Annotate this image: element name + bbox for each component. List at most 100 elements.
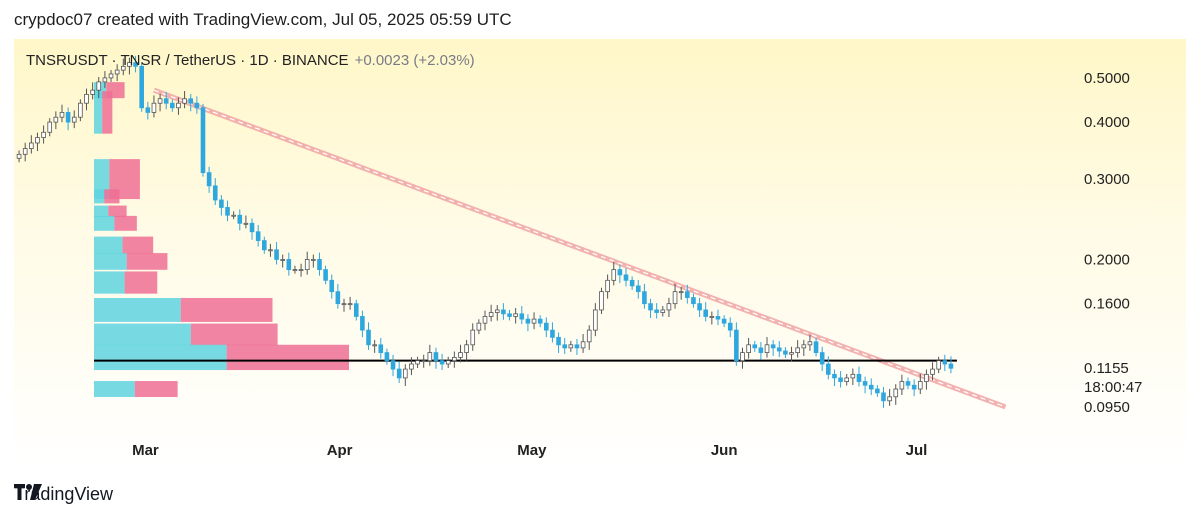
candle-body: [586, 329, 592, 343]
candle-body: [182, 98, 187, 104]
candle-body: [59, 112, 65, 118]
y-tick-label: 0.5000: [1084, 70, 1130, 87]
price-chart[interactable]: Mar Apr May Jun Jul 0.5000 0.4000 0.3000 0.2000 0…: [14, 39, 1186, 470]
volume-profile-down-bar: [108, 205, 127, 218]
x-tick-label: May: [517, 442, 547, 459]
candle-body: [176, 102, 181, 109]
candle-body: [813, 341, 819, 353]
candle-body: [948, 363, 954, 369]
candle-body: [22, 148, 28, 155]
candle-body: [163, 98, 169, 104]
chart-header: crypdoc07 created with TradingView.com, …: [14, 10, 512, 29]
volume-profile-up-bar: [94, 189, 105, 204]
tradingview-logo-icon: [14, 484, 42, 500]
candle-body: [298, 269, 304, 272]
candle-body: [501, 309, 506, 315]
candle-body: [525, 318, 531, 324]
candle-body: [108, 73, 114, 79]
candle-body: [206, 172, 212, 187]
candle-body: [881, 392, 886, 402]
price-change: +0.0023 (+2.03%): [354, 52, 475, 69]
candle-body: [924, 373, 929, 382]
candle-body: [488, 312, 494, 317]
candle-body: [544, 322, 549, 331]
volume-profile-down-bar: [226, 344, 349, 371]
candle-body: [593, 309, 598, 331]
candle-body: [758, 347, 764, 353]
candle-body: [194, 102, 200, 109]
candle-body: [531, 318, 537, 324]
candle-body: [599, 291, 604, 311]
candle-body: [403, 368, 408, 379]
chart-frame[interactable]: Mar Apr May Jun Jul 0.5000 0.4000 0.3000 0.2000 0…: [14, 39, 1186, 470]
candle-body: [353, 303, 359, 317]
candle-body: [507, 313, 512, 317]
x-tick-label: Apr: [327, 442, 353, 459]
candle-body: [16, 153, 22, 159]
candle-body: [727, 322, 733, 331]
candle-body: [29, 142, 34, 149]
candle-body: [47, 121, 53, 133]
volume-profile-up-bar: [94, 91, 103, 134]
candle-body: [482, 316, 488, 324]
candle-body: [715, 316, 721, 320]
volume-profile-up-bar: [94, 215, 115, 231]
candle-body: [562, 344, 567, 349]
volume-profile-up-bar: [94, 159, 110, 200]
candle-body: [476, 322, 482, 331]
volume-profile-up-bar: [94, 297, 181, 322]
candle-body: [139, 65, 144, 109]
y-tick-label: 0.0950: [1084, 399, 1130, 416]
candle-body: [396, 368, 402, 379]
candle-body: [433, 352, 439, 362]
candle-body: [133, 62, 138, 67]
candle-body: [703, 309, 709, 317]
footer[interactable]: TradingView: [14, 484, 113, 505]
candle-body: [832, 373, 837, 379]
candle-body: [452, 356, 457, 362]
volume-profile-up-bar: [94, 381, 135, 398]
current-price-label: 0.1155: [1084, 360, 1129, 377]
candle-body: [170, 102, 175, 109]
y-tick-label: 0.2000: [1084, 251, 1130, 268]
candle-body: [617, 269, 623, 276]
volume-profile-down-bar: [126, 253, 168, 270]
candle-body: [225, 207, 230, 216]
volume-profile-down-bar: [124, 271, 158, 294]
y-tick-label: 0.3000: [1084, 171, 1130, 188]
candle-body: [691, 297, 696, 305]
candle-body: [770, 344, 776, 349]
candle-body: [71, 116, 77, 123]
y-tick-label: 0.4000: [1084, 114, 1130, 131]
candle-body: [550, 329, 555, 338]
candle-body: [556, 336, 561, 346]
candle-body: [96, 81, 102, 91]
candle-body: [90, 89, 95, 95]
candle-body: [378, 344, 384, 353]
candle-body: [219, 199, 224, 208]
candle-body: [746, 344, 751, 353]
candle-body: [648, 303, 653, 311]
candle-body: [464, 344, 469, 353]
candle-body: [844, 377, 850, 382]
candle-body: [605, 279, 610, 293]
volume-profile-up-bar: [94, 253, 127, 270]
symbol-legend[interactable]: TNSRUSDT · TNSR / TetherUS · 1D · BINANC…: [26, 52, 475, 69]
candle-body: [445, 360, 451, 365]
volume-profile-down-bar: [102, 91, 113, 134]
candle-body: [280, 259, 285, 261]
candle-body: [685, 291, 690, 298]
candle-body: [317, 259, 322, 271]
candle-body: [292, 269, 298, 272]
candle-body: [200, 107, 206, 174]
candle-body: [127, 62, 132, 67]
candle-body: [470, 329, 476, 346]
x-tick-label: Jun: [711, 442, 738, 459]
candle-body: [709, 316, 715, 318]
candle-body: [360, 316, 365, 331]
candle-body: [311, 259, 316, 261]
volume-profile-down-bar: [104, 189, 120, 204]
candle-body: [911, 384, 917, 390]
candle-body: [887, 396, 892, 402]
candle-body: [623, 274, 629, 281]
